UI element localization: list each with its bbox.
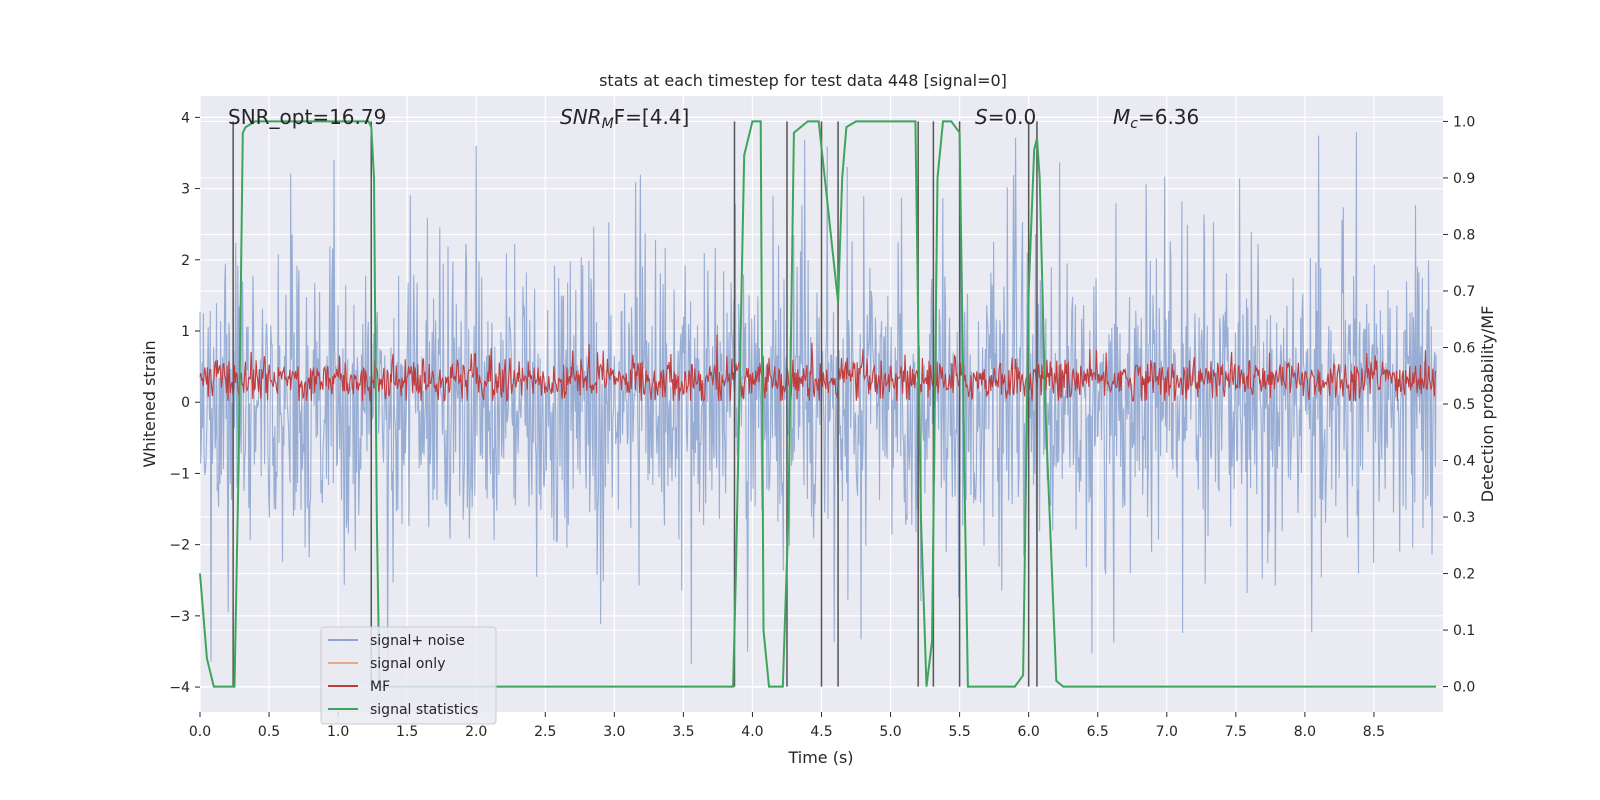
y-tick-label-1: 3 — [181, 182, 190, 198]
x-tick-label-7: 3.5 — [672, 724, 694, 740]
x-tick-label-16: 8.0 — [1294, 724, 1316, 740]
annotation-s-main: S — [975, 105, 988, 129]
annotation-mc-sub: c — [1130, 116, 1138, 132]
y-tick-label-6: −2 — [169, 538, 190, 554]
x-tick-label-6: 3.0 — [603, 724, 625, 740]
legend-label-signal-plus-noise: signal+ noise — [370, 633, 465, 649]
chart-title: stats at each timestep for test data 448… — [599, 71, 1007, 90]
x-tick-label-8: 4.0 — [741, 724, 763, 740]
x-tick-label-15: 7.5 — [1225, 724, 1247, 740]
y2-tick-label-1: 0.9 — [1453, 171, 1475, 187]
y-tick-label-7: −3 — [169, 609, 190, 625]
annotation-s-rest: =0.0 — [988, 105, 1037, 129]
x-tick-label-10: 5.0 — [879, 724, 901, 740]
annotation-s: S=0.0 — [975, 105, 1036, 129]
y-tick-label-8: −4 — [169, 680, 190, 696]
legend-label-signal-only: signal only — [370, 656, 445, 672]
line-signal-statistics — [199, 120, 1437, 688]
x-tick-label-12: 6.0 — [1018, 724, 1040, 740]
line-signal-plus-noise — [199, 132, 1437, 674]
y2-tick-label-4: 0.6 — [1453, 340, 1475, 356]
annotation-mc-rest: =6.36 — [1138, 105, 1199, 129]
annotations: SNR_opt=16.79 SNRMF=[4.4] S=0.0 Mc=6.36 — [228, 105, 1199, 132]
y2-tick-label-2: 0.8 — [1453, 227, 1475, 243]
x-tick-label-5: 2.5 — [534, 724, 556, 740]
legend-box — [320, 626, 497, 725]
line-mf — [199, 334, 1437, 403]
y2-tick-label-3: 0.7 — [1453, 284, 1475, 300]
x-tick-label-11: 5.5 — [948, 724, 970, 740]
annotation-snr-mf-main: SNR — [560, 105, 602, 129]
annotation-mc: Mc=6.36 — [1113, 105, 1199, 132]
legend: signal+ noise signal only MF signal stat… — [320, 626, 497, 725]
x-tick-label-2: 1.0 — [327, 724, 349, 740]
y2-axis-label: Detection probability/MF — [1478, 306, 1497, 503]
legend-label-signal-statistics: signal statistics — [370, 702, 478, 718]
series-mf — [199, 334, 1437, 403]
y2-tick-label-9: 0.1 — [1453, 623, 1475, 639]
annotation-snr-mf: SNRMF=[4.4] — [560, 105, 689, 132]
x-axis-label: Time (s) — [787, 748, 853, 767]
legend-label-mf: MF — [370, 679, 390, 695]
x-tick-label-9: 4.5 — [810, 724, 832, 740]
annotation-snr-mf-sub: M — [602, 116, 614, 132]
x-tick-label-13: 6.5 — [1087, 724, 1109, 740]
x-tick-label-3: 1.5 — [396, 724, 418, 740]
y-tick-label-3: 1 — [181, 324, 190, 340]
series-signal-plus-noise — [199, 132, 1437, 674]
y2-tick-label-0: 1.0 — [1453, 114, 1475, 130]
x-tick-label-4: 2.0 — [465, 724, 487, 740]
annotation-snr-opt: SNR_opt=16.79 — [228, 105, 386, 129]
y2-tick-label-10: 0.0 — [1453, 680, 1475, 696]
annotation-mc-main: M — [1113, 105, 1130, 129]
y-tick-label-5: −1 — [169, 466, 190, 482]
y-tick-label-4: 0 — [181, 395, 190, 411]
x-tick-label-1: 0.5 — [258, 724, 280, 740]
axes: 0.0 0.5 1.0 1.5 2.0 2.5 3.0 3.5 4.0 4.5 5.0 5.5 6.0 6… — [169, 110, 1475, 740]
y2-tick-label-6: 0.4 — [1453, 454, 1475, 470]
x-tick-label-0: 0.0 — [189, 724, 211, 740]
x-tick-label-14: 7.0 — [1156, 724, 1178, 740]
y-tick-label-2: 2 — [181, 253, 190, 269]
y-axis-label: Whitened strain — [140, 340, 159, 467]
x-tick-label-17: 8.5 — [1363, 724, 1385, 740]
series-signal-statistics — [199, 120, 1437, 688]
annotation-snr-mf-rest: F=[4.4] — [614, 105, 690, 129]
y2-tick-label-8: 0.2 — [1453, 567, 1475, 583]
y-tick-label-0: 4 — [181, 110, 190, 126]
y2-tick-label-7: 0.3 — [1453, 510, 1475, 526]
y2-tick-label-5: 0.5 — [1453, 397, 1475, 413]
